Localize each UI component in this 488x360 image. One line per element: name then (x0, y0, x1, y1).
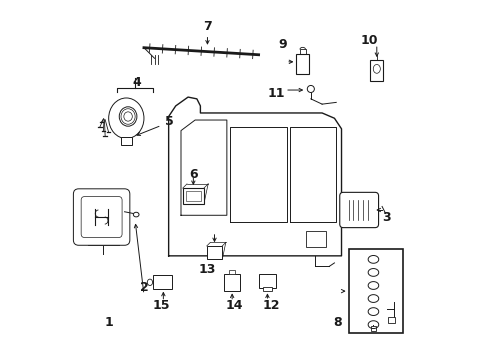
Text: 15: 15 (153, 299, 170, 312)
Ellipse shape (147, 279, 152, 285)
Bar (387, 316, 394, 323)
Circle shape (306, 85, 314, 93)
Text: 13: 13 (198, 264, 216, 276)
Bar (369, 60, 383, 81)
Ellipse shape (108, 98, 143, 139)
Ellipse shape (119, 107, 137, 126)
Text: 11: 11 (267, 87, 285, 100)
Bar (263, 287, 271, 291)
Text: 3: 3 (381, 211, 390, 224)
Text: 10: 10 (360, 34, 378, 47)
Text: 12: 12 (262, 299, 279, 312)
Bar (183, 188, 203, 204)
Text: 1: 1 (104, 316, 113, 329)
Text: 6: 6 (189, 168, 197, 181)
Text: 7: 7 (203, 20, 211, 33)
Text: 9: 9 (278, 38, 286, 51)
Bar (258, 274, 276, 288)
Bar (348, 249, 403, 333)
Bar (229, 270, 235, 274)
Ellipse shape (133, 212, 139, 217)
FancyBboxPatch shape (73, 189, 130, 245)
FancyBboxPatch shape (339, 192, 378, 228)
Bar (152, 275, 172, 289)
Text: 5: 5 (165, 115, 174, 128)
Text: 14: 14 (224, 299, 242, 312)
Bar (121, 137, 131, 145)
Bar (185, 190, 201, 201)
Bar (224, 274, 240, 291)
Text: 4: 4 (132, 76, 141, 90)
Text: 8: 8 (332, 316, 341, 329)
Bar (370, 327, 375, 330)
Bar (305, 231, 325, 247)
Text: 2: 2 (139, 281, 148, 294)
Bar (206, 246, 222, 259)
Bar (296, 54, 308, 74)
